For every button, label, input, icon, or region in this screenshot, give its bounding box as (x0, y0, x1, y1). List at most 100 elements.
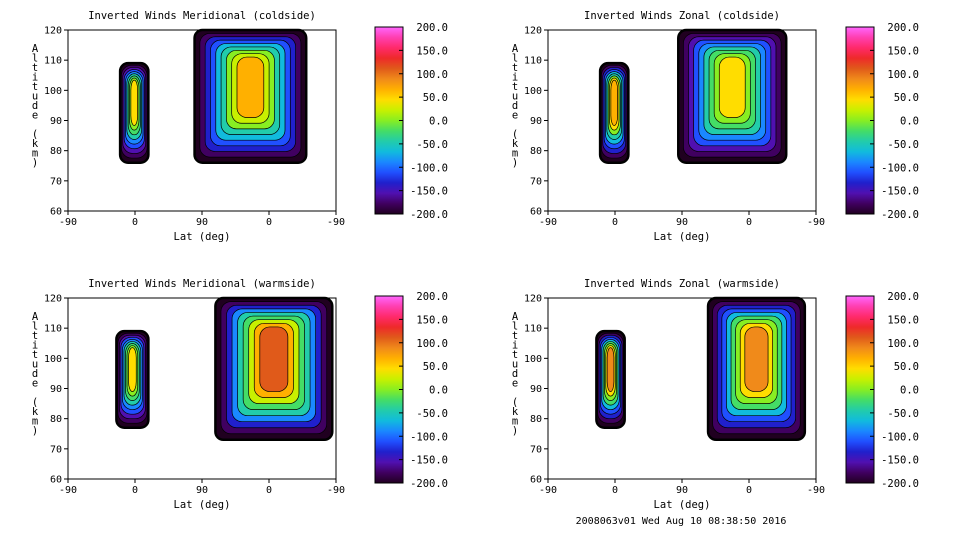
x-tick-label: -90 (59, 485, 77, 496)
contour-region (115, 329, 150, 429)
colorbar-tick-label: 50.0 (894, 361, 919, 373)
colorbar-tick-label: -200.0 (881, 209, 919, 221)
colorbar-tick-label: -100.0 (410, 162, 448, 174)
colorbar-tick-label: -150.0 (881, 455, 919, 467)
contour-region (214, 296, 334, 442)
colorbar (845, 26, 875, 215)
x-axis-label: Lat (deg) (654, 499, 711, 511)
colorbar-tick-label: 50.0 (423, 92, 448, 104)
colorbar-tick-label: 100.0 (416, 69, 448, 81)
y-tick-label: 110 (524, 56, 542, 67)
colorbar-tick-label: -100.0 (881, 162, 919, 174)
colorbar-tick-label: 150.0 (887, 314, 919, 326)
x-tick-label: 0 (612, 485, 618, 496)
colorbar-tick-label: 50.0 (423, 361, 448, 373)
x-tick-label: -90 (539, 217, 557, 228)
colorbar-tick-label: 0.0 (429, 385, 448, 397)
x-tick-label: -90 (327, 485, 345, 496)
x-tick-label: 0 (266, 217, 272, 228)
y-tick-label: 80 (50, 146, 62, 157)
y-tick-label: 100 (44, 354, 62, 365)
x-tick-label: 90 (676, 217, 688, 228)
x-tick-label: 90 (196, 485, 208, 496)
colorbar (374, 295, 404, 484)
y-tick-label: 70 (50, 444, 62, 455)
colorbar-tick-label: -150.0 (410, 455, 448, 467)
colorbar-tick-label: 150.0 (416, 314, 448, 326)
x-tick-label: 0 (132, 485, 138, 496)
x-axis-label: Lat (deg) (174, 231, 231, 243)
colorbar-tick-label: 150.0 (887, 45, 919, 57)
colorbar-tick-label: -200.0 (881, 478, 919, 490)
colorbar (374, 26, 404, 215)
x-tick-label: 0 (266, 485, 272, 496)
colorbar-tick-label: 200.0 (887, 22, 919, 34)
colorbar-tick-label: 200.0 (887, 291, 919, 303)
colorbar-tick-label: -100.0 (410, 431, 448, 443)
colorbar-tick-label: -200.0 (410, 478, 448, 490)
y-tick-label: 60 (530, 207, 542, 218)
contour-level (744, 326, 769, 392)
panel-title: Inverted Winds Zonal (coldside) (584, 10, 780, 22)
colorbar-tick-label: -50.0 (416, 408, 448, 420)
contour-region (118, 61, 150, 164)
x-axis-label: Lat (deg) (654, 231, 711, 243)
panel-title: Inverted Winds Meridional (warmside) (88, 278, 316, 290)
contour-level (718, 56, 746, 118)
y-tick-label: 110 (524, 324, 542, 335)
colorbar-tick-label: 0.0 (900, 385, 919, 397)
y-tick-label: 70 (530, 176, 542, 187)
colorbar-tick-label: 0.0 (900, 116, 919, 128)
colorbar-tick-label: 100.0 (887, 69, 919, 81)
colorbar-tick-label: -50.0 (887, 139, 919, 151)
y-tick-label: 90 (530, 116, 542, 127)
x-tick-label: 0 (132, 217, 138, 228)
y-tick-label: 110 (44, 324, 62, 335)
footer-timestamp: 2008063v01 Wed Aug 10 08:38:50 2016 (576, 516, 787, 527)
colorbar-tick-label: -150.0 (881, 186, 919, 198)
contour-region (193, 28, 308, 164)
colorbar-tick-label: 200.0 (416, 22, 448, 34)
panel-3: Inverted Winds Meridional (warmside) -90 0… (32, 278, 448, 511)
colorbar (845, 295, 875, 484)
y-tick-label: 70 (50, 176, 62, 187)
y-tick-label: 60 (530, 475, 542, 486)
y-tick-label: 120 (44, 26, 62, 37)
x-tick-label: 90 (676, 485, 688, 496)
panel-title: Inverted Winds Meridional (coldside) (88, 10, 316, 22)
y-tick-label: 120 (44, 294, 62, 305)
x-tick-label: 0 (746, 485, 752, 496)
panel-2: Inverted Winds Zonal (coldside) -90 0 90 0 -9… (512, 10, 919, 243)
x-tick-label: 0 (612, 217, 618, 228)
contour-region (598, 61, 630, 164)
x-tick-label: -90 (59, 217, 77, 228)
panels: Inverted Winds Meridional (coldside) -90 0… (32, 10, 919, 511)
contour-level (606, 347, 615, 392)
colorbar-tick-label: -50.0 (887, 408, 919, 420)
y-tick-label: 100 (44, 86, 62, 97)
x-tick-label: 0 (746, 217, 752, 228)
y-tick-label: 100 (524, 354, 542, 365)
panel-4: Inverted Winds Zonal (warmside) -90 0 90 0 -9… (512, 278, 919, 511)
contour-level (130, 79, 139, 126)
colorbar-tick-label: -100.0 (881, 431, 919, 443)
y-tick-label: 110 (44, 56, 62, 67)
x-axis-label: Lat (deg) (174, 499, 231, 511)
colorbar-tick-label: 200.0 (416, 291, 448, 303)
contour-level (236, 56, 265, 118)
y-tick-label: 80 (530, 414, 542, 425)
y-tick-label: 80 (50, 414, 62, 425)
contour-region (706, 296, 807, 442)
colorbar-tick-label: 150.0 (416, 45, 448, 57)
y-tick-label: 70 (530, 444, 542, 455)
colorbar-tick-label: -150.0 (410, 186, 448, 198)
colorbar-tick-label: 100.0 (416, 338, 448, 350)
colorbar-tick-label: 0.0 (429, 116, 448, 128)
y-tick-label: 120 (524, 294, 542, 305)
y-tick-label: 90 (50, 384, 62, 395)
x-tick-label: -90 (807, 485, 825, 496)
contour-region (595, 329, 626, 429)
